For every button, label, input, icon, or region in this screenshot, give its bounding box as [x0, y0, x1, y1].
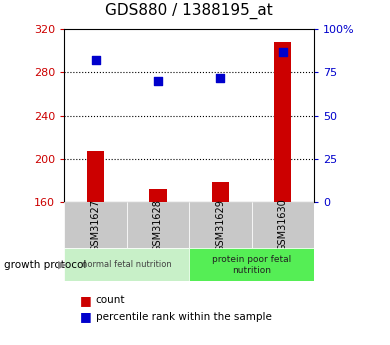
Text: GSM31627: GSM31627: [90, 199, 101, 252]
Bar: [252, 202, 314, 248]
Bar: [212, 183, 229, 202]
Text: ■: ■: [80, 310, 92, 323]
Text: growth protocol: growth protocol: [4, 260, 86, 270]
Bar: [64, 202, 127, 248]
Bar: [87, 151, 104, 202]
Text: GSM31629: GSM31629: [215, 199, 225, 252]
Text: GSM31628: GSM31628: [153, 199, 163, 252]
Text: count: count: [96, 295, 125, 305]
Bar: [274, 42, 291, 202]
Text: protein poor fetal
nutrition: protein poor fetal nutrition: [212, 255, 291, 275]
Bar: [149, 189, 167, 202]
Point: [155, 78, 161, 84]
Point: [217, 75, 223, 80]
Text: GSM31630: GSM31630: [278, 199, 288, 252]
Bar: [64, 248, 189, 281]
Point: [92, 58, 99, 63]
Bar: [189, 202, 252, 248]
Text: ■: ■: [80, 294, 92, 307]
Text: normal fetal nutrition: normal fetal nutrition: [82, 260, 172, 269]
Text: percentile rank within the sample: percentile rank within the sample: [96, 312, 271, 322]
Point: [280, 49, 286, 55]
Bar: [189, 248, 314, 281]
Bar: [127, 202, 189, 248]
Text: ▶: ▶: [58, 260, 66, 270]
Text: GDS880 / 1388195_at: GDS880 / 1388195_at: [105, 3, 273, 19]
